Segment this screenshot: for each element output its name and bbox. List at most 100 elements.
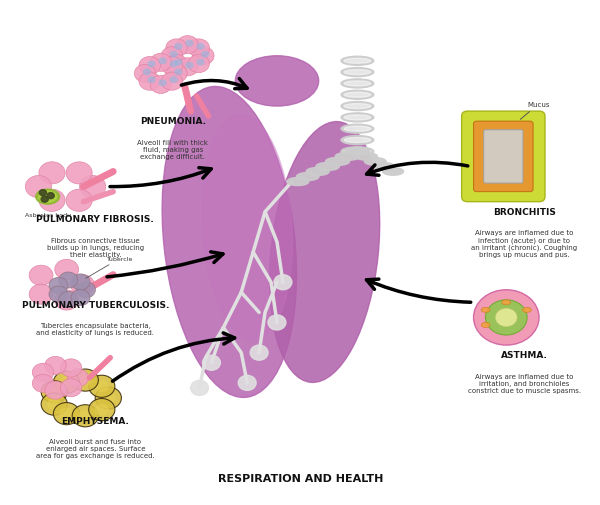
Text: ASTHMA.: ASTHMA. (501, 350, 548, 360)
FancyBboxPatch shape (473, 122, 533, 192)
Ellipse shape (383, 168, 404, 176)
Circle shape (166, 56, 187, 74)
Circle shape (53, 403, 80, 425)
Circle shape (39, 163, 65, 184)
Circle shape (196, 44, 205, 51)
Ellipse shape (341, 69, 374, 77)
Text: PULMONARY FIBROSIS.: PULMONARY FIBROSIS. (37, 215, 154, 224)
Circle shape (76, 282, 95, 298)
Circle shape (161, 73, 182, 91)
Circle shape (274, 275, 292, 290)
Circle shape (72, 405, 98, 427)
Circle shape (170, 77, 178, 84)
Circle shape (47, 398, 61, 411)
Ellipse shape (481, 323, 490, 328)
Circle shape (80, 176, 106, 198)
Circle shape (161, 47, 182, 66)
Ellipse shape (269, 122, 380, 383)
Circle shape (139, 58, 160, 75)
Circle shape (55, 260, 79, 280)
Circle shape (170, 52, 178, 59)
Ellipse shape (481, 308, 490, 313)
Text: Alveoli fill with thick
fluid, making gas
exchange difficult.: Alveoli fill with thick fluid, making ga… (137, 139, 208, 160)
Circle shape (496, 309, 517, 327)
Circle shape (185, 40, 194, 47)
Ellipse shape (345, 148, 370, 156)
Ellipse shape (306, 168, 329, 176)
Circle shape (196, 60, 205, 67)
Ellipse shape (316, 163, 340, 171)
Circle shape (150, 76, 172, 94)
Circle shape (188, 40, 209, 58)
Circle shape (188, 56, 209, 74)
Circle shape (55, 290, 79, 311)
Circle shape (29, 284, 53, 305)
Ellipse shape (344, 116, 371, 121)
Ellipse shape (355, 154, 377, 161)
Ellipse shape (346, 148, 369, 156)
Circle shape (193, 47, 214, 66)
Circle shape (143, 69, 151, 76)
Text: Asbestos bodu: Asbestos bodu (25, 212, 71, 217)
Text: Fibrous connective tissue
builds up in lungs, reducing
their elasticity.: Fibrous connective tissue builds up in l… (47, 237, 144, 258)
Circle shape (49, 286, 68, 302)
Circle shape (32, 364, 54, 382)
Circle shape (41, 381, 67, 403)
Circle shape (71, 275, 94, 295)
Circle shape (61, 359, 82, 377)
Ellipse shape (296, 173, 319, 181)
Circle shape (39, 190, 65, 212)
Circle shape (174, 44, 182, 51)
Circle shape (61, 379, 82, 397)
Text: PNEUMONIA.: PNEUMONIA. (140, 117, 206, 126)
Circle shape (59, 408, 74, 420)
Circle shape (201, 52, 209, 59)
Text: Tubercles encapsulate bacteria,
and elasticity of lungs is reduced.: Tubercles encapsulate bacteria, and elas… (37, 323, 154, 336)
Circle shape (29, 266, 53, 286)
Circle shape (25, 176, 52, 198)
Text: PULMONARY TUBERCULOSIS.: PULMONARY TUBERCULOSIS. (22, 300, 169, 309)
Ellipse shape (341, 114, 374, 123)
Circle shape (174, 69, 182, 76)
Ellipse shape (344, 82, 371, 87)
Text: BRONCHITIS: BRONCHITIS (493, 207, 556, 216)
Circle shape (485, 300, 527, 335)
Ellipse shape (162, 87, 296, 397)
Circle shape (139, 73, 160, 91)
Circle shape (66, 163, 92, 184)
Ellipse shape (374, 163, 395, 171)
Text: RESPIRATION AND HEALTH: RESPIRATION AND HEALTH (218, 474, 383, 483)
Text: Tubercle: Tubercle (86, 256, 134, 279)
Circle shape (177, 36, 199, 55)
Ellipse shape (341, 103, 374, 112)
Circle shape (53, 372, 80, 393)
Circle shape (67, 369, 89, 387)
Circle shape (166, 65, 187, 83)
Ellipse shape (202, 115, 292, 340)
Ellipse shape (287, 178, 309, 186)
FancyBboxPatch shape (461, 112, 545, 203)
Circle shape (170, 62, 178, 68)
Circle shape (71, 274, 90, 290)
Circle shape (148, 62, 155, 68)
Circle shape (89, 399, 115, 421)
Ellipse shape (344, 149, 371, 155)
FancyBboxPatch shape (484, 130, 523, 184)
Circle shape (89, 376, 115, 397)
Circle shape (49, 278, 68, 294)
Ellipse shape (235, 57, 319, 107)
Circle shape (158, 58, 167, 65)
Circle shape (150, 54, 172, 72)
Ellipse shape (36, 190, 59, 205)
Circle shape (148, 77, 155, 84)
Circle shape (47, 386, 61, 398)
Text: Alveoli burst and fuse into
enlarged air spaces. Surface
area for gas exchange i: Alveoli burst and fuse into enlarged air… (36, 438, 155, 458)
Ellipse shape (341, 136, 374, 145)
Ellipse shape (344, 59, 371, 64)
Circle shape (177, 59, 199, 77)
Ellipse shape (341, 125, 374, 134)
Text: Mucus: Mucus (520, 102, 550, 120)
Circle shape (95, 403, 109, 416)
Circle shape (268, 315, 286, 330)
Circle shape (59, 376, 74, 388)
